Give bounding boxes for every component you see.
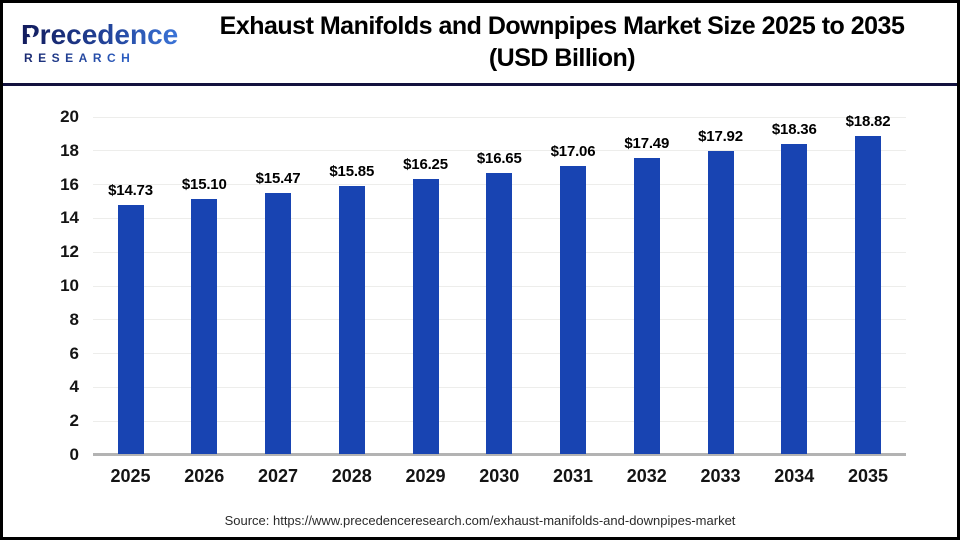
y-tick-label: 0 <box>69 445 79 464</box>
bar-2035 <box>855 135 881 454</box>
bar-value-label: $15.47 <box>255 169 301 187</box>
brand-subtitle: RESEARCH <box>24 51 189 65</box>
bar-value-label: $15.85 <box>329 163 375 181</box>
x-axis-line <box>93 453 906 456</box>
bar-value-label: $17.49 <box>624 135 670 153</box>
x-tick-label: 2033 <box>700 466 741 486</box>
x-tick-label: 2027 <box>257 466 299 486</box>
bar-value-label: $17.06 <box>550 142 596 160</box>
chart-title: Exhaust Manifolds and Downpipes Market S… <box>189 10 935 74</box>
y-tick-label: 8 <box>69 309 79 329</box>
bar-2032 <box>633 158 660 454</box>
bar-2025 <box>117 205 144 454</box>
bar-value-label: $18.82 <box>845 112 891 130</box>
bar-2026 <box>191 198 218 454</box>
bar-2033 <box>707 151 734 454</box>
bar-value-label: $17.92 <box>698 128 743 146</box>
chart-title-line2: (USD Billion) <box>488 44 636 72</box>
bar-value-label: $16.65 <box>476 149 522 167</box>
brand-logo: Precedence RESEARCH <box>21 19 189 65</box>
source-note: Source: https://www.precedenceresearch.c… <box>224 513 736 528</box>
x-tick-label: 2026 <box>184 466 225 486</box>
x-tick-label: 2028 <box>331 466 372 486</box>
y-tick-label: 18 <box>60 140 79 160</box>
bar-2029 <box>412 179 439 454</box>
bar-value-label: $16.25 <box>403 156 448 174</box>
y-tick-label: 16 <box>60 174 79 194</box>
y-tick-label: 6 <box>69 343 79 363</box>
header-divider <box>3 83 957 86</box>
x-tick-label: 2029 <box>405 466 446 486</box>
x-tick-label: 2030 <box>479 466 520 486</box>
y-tick-label: 20 <box>60 107 79 126</box>
y-tick-label: 10 <box>60 276 79 295</box>
bar-value-label: $14.73 <box>108 182 153 200</box>
y-tick-label: 12 <box>60 242 79 262</box>
x-tick-label: 2034 <box>774 466 815 486</box>
bar-2028 <box>338 186 365 454</box>
x-tick-label: 2032 <box>626 466 667 486</box>
gridline <box>93 116 906 118</box>
bar-2031 <box>560 165 586 454</box>
gridline <box>93 150 906 152</box>
bar-value-label: $18.36 <box>771 120 817 138</box>
header: Precedence RESEARCH Exhaust Manifolds an… <box>3 3 957 81</box>
x-tick-label: 2025 <box>110 466 151 486</box>
brand-name: Precedence <box>21 19 189 50</box>
bar-value-label: $15.10 <box>181 175 227 193</box>
x-tick-label: 2031 <box>552 466 594 486</box>
chart-title-line1: Exhaust Manifolds and Downpipes Market S… <box>219 12 905 40</box>
bar-2034 <box>781 143 808 454</box>
y-tick-label: 4 <box>69 377 79 397</box>
bar-2030 <box>486 172 513 454</box>
bar-2027 <box>265 192 291 454</box>
bar-chart-plot-area: 0 2 4 6 8 10 12 14 16 18 20 $14.73 2025 $15.10 2026 $15… <box>60 107 906 486</box>
y-tick-label: 2 <box>69 411 79 431</box>
x-tick-label: 2035 <box>847 466 889 486</box>
y-tick-label: 14 <box>60 208 79 228</box>
